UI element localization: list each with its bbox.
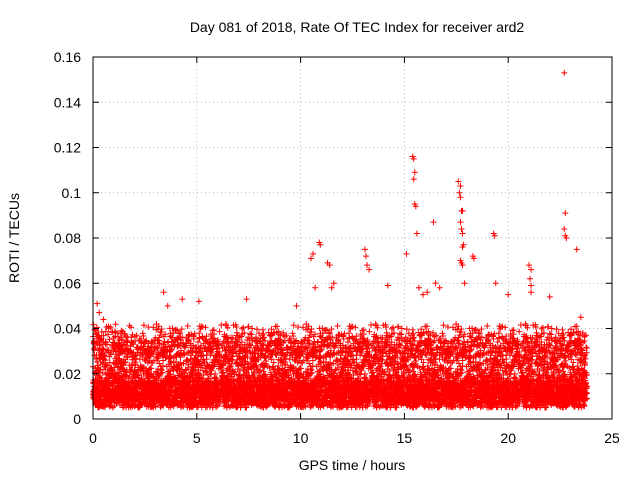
chart-title: Day 081 of 2018, Rate Of TEC Index for r…	[190, 19, 525, 35]
data-point	[174, 334, 181, 341]
data-point	[248, 331, 255, 338]
data-point	[113, 352, 120, 359]
data-point	[259, 326, 266, 333]
data-point	[184, 323, 191, 330]
data-point	[128, 334, 135, 341]
data-point	[162, 331, 169, 338]
data-point	[118, 336, 125, 343]
data-point	[140, 322, 147, 329]
data-point	[218, 322, 225, 329]
data-point	[308, 326, 315, 333]
data-point	[174, 327, 181, 334]
data-point	[153, 344, 160, 351]
data-point	[368, 322, 375, 329]
data-point	[112, 348, 119, 355]
data-point	[240, 324, 247, 331]
data-point	[94, 362, 101, 369]
data-point	[156, 360, 163, 367]
data-point	[124, 354, 131, 361]
data-point	[117, 343, 124, 350]
data-point	[162, 343, 169, 350]
data-point	[148, 348, 155, 355]
data-point	[212, 370, 219, 377]
data-point	[170, 367, 177, 374]
data-point	[334, 323, 341, 330]
data-point	[159, 362, 166, 369]
data-point	[155, 323, 162, 330]
data-point	[130, 341, 137, 348]
data-point	[132, 359, 139, 366]
data-point	[233, 329, 240, 336]
data-point	[104, 362, 111, 369]
data-point	[151, 357, 158, 364]
data-point	[107, 351, 114, 358]
data-point	[152, 402, 159, 409]
data-point	[128, 324, 135, 331]
data-point	[104, 341, 111, 348]
data-point	[125, 375, 132, 382]
data-point	[138, 400, 145, 407]
data-point	[179, 334, 186, 341]
data-point	[107, 324, 114, 331]
data-point	[99, 369, 106, 376]
data-point	[184, 357, 191, 364]
data-point	[157, 366, 164, 373]
data-point	[159, 369, 166, 376]
data-point	[140, 332, 147, 339]
data-point	[92, 355, 99, 362]
data-point	[158, 326, 165, 333]
data-point	[133, 332, 140, 339]
data-point	[96, 341, 103, 348]
data-point	[322, 326, 329, 333]
data-point	[101, 353, 108, 360]
data-point	[180, 403, 187, 410]
data-point	[106, 336, 113, 343]
data-point	[148, 365, 155, 372]
data-point	[169, 334, 176, 341]
data-point	[115, 370, 122, 377]
data-point	[149, 340, 156, 347]
data-points	[90, 69, 591, 411]
data-point	[216, 328, 223, 335]
data-point	[202, 324, 209, 331]
data-point	[179, 402, 186, 409]
data-point	[328, 326, 335, 333]
data-point	[178, 326, 185, 333]
data-point	[164, 339, 171, 346]
data-point	[170, 330, 177, 337]
data-point	[133, 355, 140, 362]
data-point	[118, 327, 125, 334]
data-point	[110, 334, 117, 341]
data-point	[93, 324, 100, 331]
data-point	[122, 359, 129, 366]
data-point	[352, 324, 359, 331]
data-point	[362, 370, 369, 377]
data-point	[147, 353, 154, 360]
data-point	[105, 331, 112, 338]
data-point	[139, 330, 146, 337]
data-point	[366, 328, 373, 335]
data-point	[90, 321, 97, 328]
data-point	[175, 330, 182, 337]
data-point	[102, 357, 109, 364]
data-point	[112, 321, 119, 328]
data-point	[100, 332, 107, 339]
data-point	[334, 357, 341, 364]
data-point	[98, 335, 105, 342]
data-point	[172, 326, 179, 333]
data-point	[121, 359, 128, 366]
data-point	[99, 345, 106, 352]
data-point	[95, 332, 102, 339]
